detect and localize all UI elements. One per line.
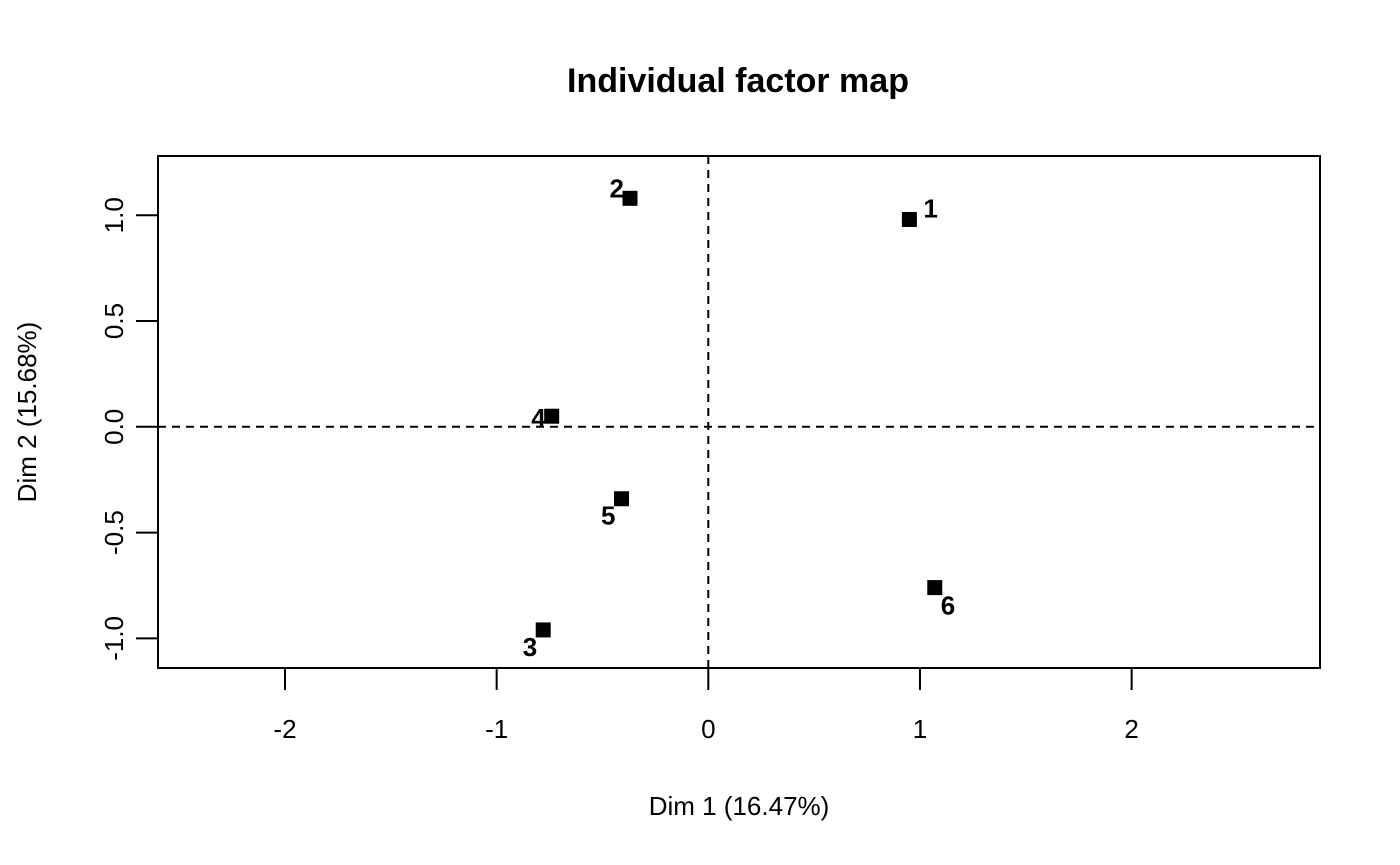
y-tick-label: 1.0 bbox=[99, 197, 129, 233]
plot-frame bbox=[157, 155, 1321, 669]
y-tick-label: -0.5 bbox=[99, 510, 129, 555]
y-tick-label: -1.0 bbox=[99, 616, 129, 661]
point-marker bbox=[927, 580, 943, 596]
point-marker bbox=[535, 622, 551, 638]
x-tick-label: 1 bbox=[913, 714, 927, 744]
point-label: 2 bbox=[610, 173, 624, 203]
point-marker bbox=[901, 211, 917, 227]
x-axis: -2 -1 0 1 2 bbox=[273, 667, 1139, 744]
y-axis: -1.0 -0.5 0.0 0.5 1.0 bbox=[99, 197, 158, 661]
chart-title: Individual factor map bbox=[567, 62, 909, 100]
point-label: 5 bbox=[601, 501, 615, 531]
x-tick-label: -1 bbox=[485, 714, 508, 744]
y-tick-label: 0.5 bbox=[99, 303, 129, 339]
point-label: 6 bbox=[941, 591, 955, 621]
y-tick-label: 0.0 bbox=[99, 409, 129, 445]
x-axis-label: Dim 1 (16.47%) bbox=[649, 791, 830, 821]
x-tick-label: 0 bbox=[701, 714, 715, 744]
reference-lines bbox=[158, 156, 1320, 668]
point-marker bbox=[614, 491, 630, 507]
x-tick-label: 2 bbox=[1124, 714, 1138, 744]
point-marker bbox=[544, 408, 560, 424]
y-axis-label: Dim 2 (15.68%) bbox=[12, 322, 42, 503]
x-tick-label: -2 bbox=[273, 714, 296, 744]
points-layer: 1 2 3 4 5 6 bbox=[523, 173, 956, 662]
point-label: 4 bbox=[531, 403, 546, 433]
point-marker bbox=[622, 190, 638, 206]
point-label: 3 bbox=[523, 632, 537, 662]
point-label: 1 bbox=[923, 193, 937, 223]
